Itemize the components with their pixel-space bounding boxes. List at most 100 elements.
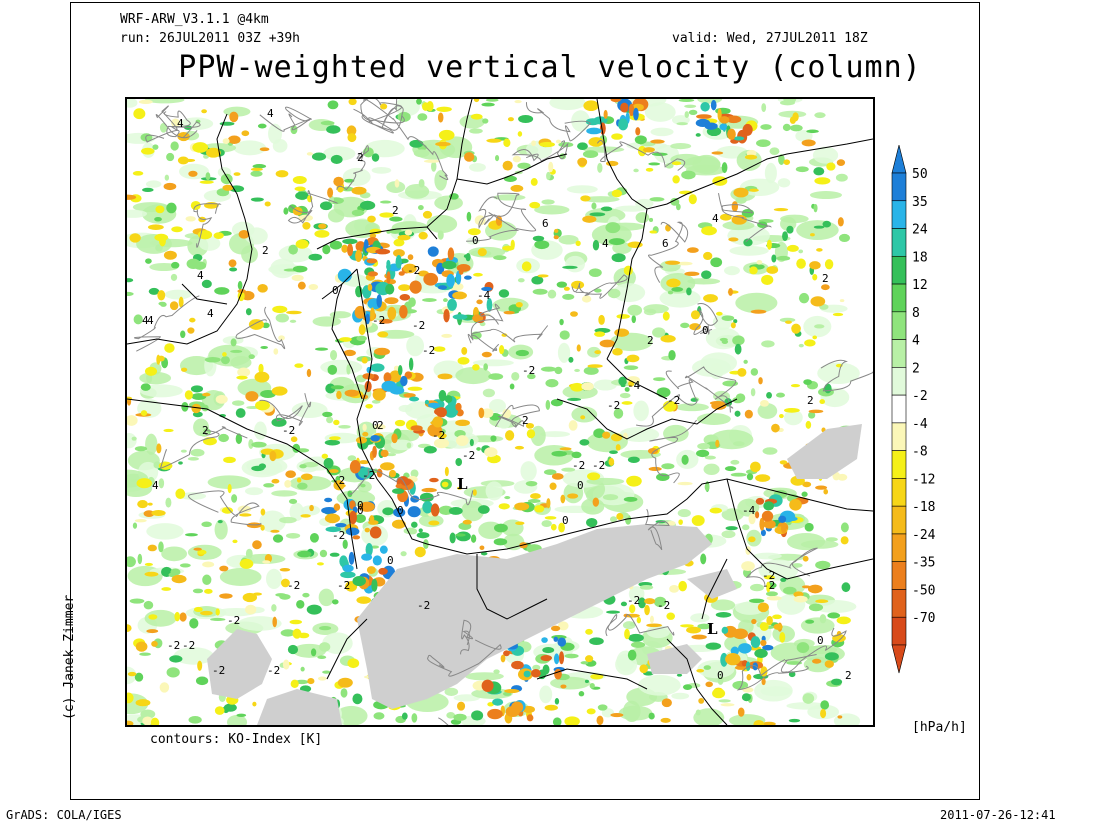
field-cell [756,139,771,148]
field-patch [663,424,689,443]
field-cell [191,403,201,414]
field-cell [495,154,500,162]
field-patch [549,99,586,111]
field-cell [154,216,162,222]
colorbar-tick-label: 4 [912,334,920,349]
field-cell [148,614,158,620]
field-cell [783,407,800,413]
convective-cell [523,670,531,678]
field-cell [200,610,213,616]
convective-cell [438,389,447,402]
credit-label: (c) Janek Zimmer [62,594,77,720]
convective-cell [633,107,639,121]
contour-value-label: -2 [522,364,535,377]
field-cell [319,549,328,558]
country-border [356,268,428,545]
field-patch [291,401,328,419]
field-cell [712,688,726,699]
field-cell [252,701,257,707]
field-cell [510,184,524,192]
field-cell [141,147,155,155]
field-patch [565,255,586,273]
convective-cell [337,268,352,283]
convective-cell [367,271,379,277]
field-cell [143,600,154,610]
field-cell [530,493,541,500]
field-cell [554,228,559,233]
field-cell [185,216,196,222]
contour-value-label: -4 [742,504,756,517]
field-cell [338,424,351,429]
field-cell [406,442,412,449]
field-cell [146,629,159,634]
field-cell [649,230,658,234]
convective-cell [700,101,710,112]
field-cell [195,676,209,686]
field-cell [140,410,148,416]
field-cell [606,610,621,614]
country-border [556,398,738,440]
field-cell [279,567,291,572]
convective-cell [745,661,751,672]
country-border [701,558,728,620]
ko-index-contour [745,547,818,585]
field-cell [185,533,198,537]
field-cell [680,624,694,628]
field-patch [550,676,591,690]
ko-index-contour [467,303,504,344]
field-cell [585,628,593,635]
field-cell [347,658,360,669]
country-border [666,638,728,725]
field-cell [748,513,756,525]
field-cell [771,423,780,433]
colorbar-tick-label: -24 [912,528,936,543]
field-cell [297,482,308,490]
map-panel: 4 4 2 4 2 2 4 6 4 6 4 2 0 0 -2 -4 -2 -2 -2 -2 0 -2 -2 2 2 0 0 -2 L -2… [125,97,875,727]
field-cell [776,255,791,261]
field-cell [705,642,722,650]
field-cell [557,621,569,631]
convective-cell [324,513,341,524]
convective-cell [389,386,405,395]
field-cell [329,436,341,441]
convective-cell [378,567,388,575]
field-cell [317,655,327,660]
field-cell [576,344,581,352]
field-cell [529,201,541,209]
field-cell [294,186,306,192]
field-cell [560,494,566,504]
ko-index-contour [145,110,191,143]
convective-cell [628,103,635,117]
field-patch [571,406,598,423]
contour-value-label: 0 [562,514,569,527]
convective-cell [553,636,559,642]
contour-value-label: -2 [572,459,585,472]
field-cell [698,698,705,704]
field-cell [718,699,731,703]
field-cell [478,407,485,419]
field-cell [300,666,305,672]
contour-value-label: -2 [762,579,775,592]
field-cell [339,337,352,342]
field-cell [170,141,179,151]
field-cell [322,244,331,255]
field-patch [784,409,803,426]
convective-cell [370,434,380,442]
field-cell [813,203,818,213]
field-cell [824,652,839,661]
field-cell [591,202,597,210]
convective-cell [392,488,405,494]
field-cell [155,244,163,252]
field-cell [331,599,339,605]
contour-value-label: -2 [592,459,605,472]
field-cell [539,141,556,148]
field-cell [814,324,825,329]
convective-cell [492,698,504,706]
field-cell [258,363,264,374]
field-cell [423,159,440,163]
contour-value-label: 2 [647,334,654,347]
convective-cell [558,651,565,665]
contour-value-label: -2 [362,469,375,482]
ko-index-contour [349,468,474,506]
field-cell [280,578,290,588]
